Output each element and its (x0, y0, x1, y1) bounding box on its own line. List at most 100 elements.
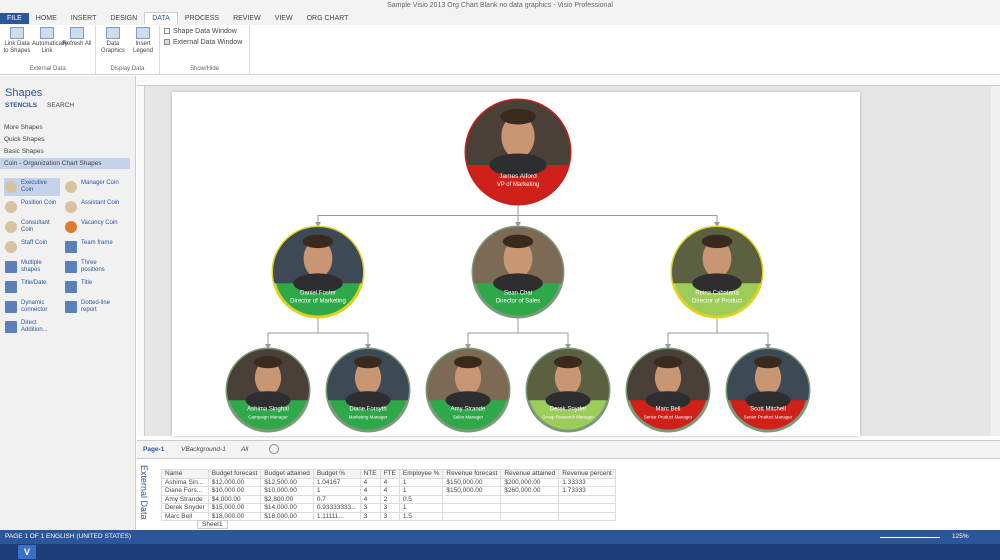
stencil-label: Dotted-line report (81, 300, 111, 313)
cell: $14,000.00 (260, 503, 314, 513)
org-node[interactable]: Scott Mitchell Senior Product Manager (725, 347, 811, 433)
stencil-item[interactable]: Three positions (64, 258, 120, 276)
shoulders (345, 391, 391, 410)
cell (500, 494, 560, 504)
status-bar: PAGE 1 OF 1 ENGLISH (UNITED STATES) 125% (0, 530, 1000, 544)
add-page[interactable] (269, 444, 279, 454)
ribbon-button[interactable]: Data Graphics (98, 27, 128, 55)
panel-tab[interactable]: STENCILS (5, 102, 38, 109)
org-node[interactable]: Marc Bell Senior Product Manager (625, 347, 711, 433)
stencil-link[interactable]: More Shapes (4, 124, 43, 131)
stencil-item[interactable]: Dotted-line report (64, 298, 120, 316)
cell: 1.5 (398, 511, 444, 521)
org-node[interactable]: Derek Snyder Group Research Manager (525, 347, 611, 433)
panel-title: Shapes (5, 87, 43, 99)
org-node[interactable]: James Alford VP of Marketing (464, 98, 572, 206)
stencil-item[interactable]: Staff Coin (4, 238, 60, 256)
checkbox-row[interactable]: Shape Data Window (164, 28, 237, 35)
photo (527, 349, 609, 410)
cell: 1 (398, 477, 444, 487)
stencil-item[interactable]: Assistant Coin (64, 198, 120, 216)
column-header: NTE (359, 469, 381, 479)
stencil-item[interactable]: Title (64, 278, 120, 296)
group-label: Show/Hide (189, 66, 219, 72)
stencil-item[interactable]: Multiple shapes (4, 258, 60, 276)
ribbon-tab[interactable]: VIEW (274, 15, 293, 22)
arrowhead (714, 222, 720, 227)
ribbon-button[interactable]: Insert Legend (128, 27, 158, 55)
cell: $150,000.00 (442, 477, 502, 487)
stencil-icon (5, 181, 17, 193)
stencil-link[interactable]: Quick Shapes (4, 136, 45, 143)
stencil-icon (5, 221, 17, 233)
checkbox-label: External Data Window (173, 39, 243, 46)
face (554, 360, 582, 395)
cell: Diane Fors... (161, 486, 209, 496)
stencil-link[interactable]: Basic Shapes (4, 148, 44, 155)
ribbon-tab[interactable]: PROCESS (184, 15, 220, 22)
page-tab[interactable]: Page-1 (143, 446, 165, 453)
org-node[interactable]: Daniel Foster Director of Marketing (271, 225, 365, 319)
page-tab[interactable]: All (241, 446, 249, 453)
ribbon-tab[interactable]: HOME (35, 15, 57, 22)
org-chart: James Alford VP of Marketing Daniel Foster… (225, 98, 811, 433)
stencil-item[interactable]: Executive Coin (4, 178, 60, 196)
org-node[interactable]: Sean Chai Director of Sales (471, 225, 565, 319)
scrollbar[interactable] (991, 86, 1000, 436)
node-title: Senior Product Manager (644, 415, 693, 420)
cell: 1 (312, 486, 361, 496)
cell: 3 (359, 503, 381, 513)
stencil-icon (65, 301, 77, 313)
stencil-item[interactable]: Consultant Coin (4, 218, 60, 236)
cell (558, 494, 616, 504)
ribbon-tab[interactable]: FILE (0, 13, 29, 24)
column-header: Name (161, 469, 209, 479)
cell: 1.33333 (558, 477, 616, 487)
cell: 4 (359, 477, 381, 487)
stencil-item[interactable]: Direct Addition... (4, 318, 60, 336)
checkbox-row[interactable]: External Data Window (164, 39, 242, 46)
org-node[interactable]: Diane Forsyth Marketing Manager (325, 347, 411, 433)
hair (500, 108, 536, 125)
photo (327, 349, 409, 410)
stencil-item[interactable]: Title/Date (4, 278, 60, 296)
stencil-label: Dynamic connector (21, 300, 48, 313)
cell: Ashima Sin... (161, 477, 209, 487)
ribbon-tab[interactable]: REVIEW (233, 15, 261, 22)
ribbon-button[interactable]: Refresh All (62, 27, 92, 48)
ribbon-tab[interactable]: ORG CHART (306, 15, 349, 22)
ribbon-button[interactable]: Link Data to Shapes (2, 27, 32, 55)
stencil-item[interactable]: Dynamic connector (4, 298, 60, 316)
arrowhead (515, 222, 521, 227)
window-title: Sample Visio 2013 Org Chart Blank no dat… (387, 2, 613, 9)
visio-icon[interactable]: V (18, 545, 36, 559)
stencil-item[interactable]: Position Coin (4, 198, 60, 216)
zoom-slider[interactable] (880, 537, 940, 538)
cell: 3 (359, 511, 381, 521)
node-name: James Alford (499, 173, 537, 180)
cell: 1.11111... (312, 511, 361, 521)
connector (317, 204, 519, 224)
data-table: Name Budget forecast Budget attained Budget… (161, 469, 616, 521)
ribbon-tab[interactable]: INSERT (70, 15, 97, 22)
panel-tab[interactable]: SEARCH (47, 102, 75, 109)
node-name: Amy Strande (451, 407, 486, 413)
shapes-panel: Shapes STENCILS SEARCH More Shapes Quick Sha… (0, 76, 136, 530)
stencil-label: Manager Coin (81, 180, 119, 186)
stencil-link[interactable]: Coin - Organization Chart Shapes (0, 158, 130, 169)
stencil-item[interactable]: Vacancy Coin (64, 218, 120, 236)
ribbon-button[interactable]: Automatically Link (32, 27, 68, 55)
org-node[interactable]: Ashima Singhal Campaign Manager (225, 347, 311, 433)
page-tab[interactable]: VBackground-1 (181, 446, 226, 453)
ribbon-tab[interactable]: DESIGN (110, 15, 138, 22)
sheet-tab[interactable]: Sheet1 (197, 520, 228, 529)
node-name: Daniel Foster (300, 291, 336, 297)
org-node[interactable]: Reina Cabatana Director of Product (670, 225, 764, 319)
stencil-item[interactable]: Team frame (64, 238, 120, 256)
stencil-item[interactable]: Manager Coin (64, 178, 120, 196)
face (503, 239, 533, 278)
org-node[interactable]: Amy Strande Sales Manager (425, 347, 511, 433)
ribbon-tab[interactable]: DATA (144, 12, 178, 24)
shoulders (645, 391, 691, 410)
shoulders (493, 273, 543, 294)
